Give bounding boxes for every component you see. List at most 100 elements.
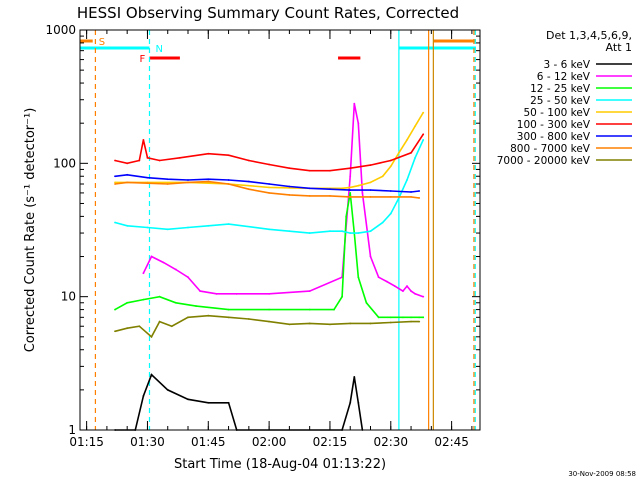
data-point-4-10 [381, 175, 384, 178]
data-point-3-12 [349, 232, 352, 234]
legend-entry-label: 25 - 50 keV [530, 95, 591, 107]
data-point-4-4 [268, 186, 271, 189]
data-point-5-18 [422, 133, 425, 136]
data-point-7-11 [329, 194, 331, 197]
data-point-5-16 [389, 159, 392, 162]
data-point-3-4 [187, 226, 189, 229]
data-point-8-16 [389, 321, 392, 324]
data-point-6-6 [227, 179, 230, 181]
data-point-7-0 [114, 183, 116, 185]
data-point-4-11 [389, 165, 392, 168]
data-point-3-18 [406, 179, 408, 181]
data-point-6-13 [369, 189, 372, 191]
flag-label-s: S [99, 37, 105, 48]
data-point-1-6 [215, 292, 218, 295]
data-point-7-9 [288, 193, 291, 196]
data-point-8-1 [126, 327, 129, 330]
data-point-3-9 [308, 232, 311, 234]
data-point-7-4 [187, 181, 189, 184]
data-point-2-16 [377, 316, 380, 319]
data-point-4-15 [422, 111, 425, 114]
data-point-0-6 [207, 401, 210, 404]
data-point-3-19 [414, 156, 417, 159]
data-point-6-9 [288, 185, 291, 188]
data-point-2-10 [341, 295, 344, 298]
data-point-1-19 [402, 290, 404, 293]
data-point-0-2 [142, 395, 145, 397]
data-point-3-0 [114, 221, 116, 224]
data-point-8-13 [329, 323, 331, 326]
data-point-4-7 [349, 186, 352, 189]
data-point-6-1 [126, 173, 129, 176]
data-point-3-14 [369, 230, 372, 233]
data-point-1-21 [410, 290, 412, 293]
data-point-6-4 [187, 179, 189, 181]
data-point-3-3 [166, 228, 169, 231]
data-point-3-1 [126, 224, 129, 227]
data-point-0-4 [166, 388, 169, 391]
data-point-2-1 [126, 301, 129, 304]
data-point-2-20 [418, 316, 421, 319]
data-point-4-0 [114, 181, 116, 184]
data-point-3-6 [227, 223, 230, 226]
data-point-6-14 [389, 190, 392, 192]
data-point-5-9 [247, 159, 250, 162]
data-point-7-3 [166, 183, 169, 185]
flags-layer: S NF [80, 37, 476, 65]
x-tick-label: 01:15 [69, 435, 104, 449]
x-axis-ticks: 01:15 01:30 01:45 02:00 02:15 02:30 02:45 [69, 30, 473, 449]
series-line-0 [115, 373, 364, 431]
data-point-7-7 [247, 188, 250, 191]
data-point-1-13 [357, 122, 360, 125]
flag-label-f: F [139, 54, 145, 65]
data-point-6-16 [418, 190, 421, 192]
data-point-5-1 [126, 162, 129, 165]
data-point-7-6 [227, 183, 230, 185]
data-point-1-5 [199, 290, 202, 293]
data-point-2-19 [410, 316, 412, 319]
legend-entry-label: 3 - 6 keV [543, 59, 590, 71]
data-point-7-12 [349, 196, 352, 198]
data-point-2-3 [158, 295, 161, 298]
legend-subtitle: Att 1 [606, 41, 632, 54]
data-point-8-11 [288, 323, 291, 326]
data-point-7-5 [207, 180, 210, 183]
y-axis-ticks: 1 10 100 1000 [45, 23, 480, 437]
data-point-3-2 [146, 226, 149, 229]
data-point-0-3 [150, 373, 153, 376]
y-axis-label: Corrected Count Rate (s⁻¹ detector⁻¹) [23, 108, 38, 353]
data-point-8-18 [418, 320, 421, 323]
data-point-8-12 [308, 322, 311, 325]
data-point-5-11 [288, 167, 291, 170]
data-point-5-0 [114, 159, 116, 162]
data-point-3-20 [422, 138, 425, 141]
data-point-1-16 [377, 276, 380, 279]
data-point-2-0 [114, 308, 116, 311]
data-point-3-13 [357, 232, 360, 234]
data-point-3-15 [381, 221, 384, 224]
data-point-6-10 [308, 187, 311, 190]
data-point-8-10 [268, 320, 271, 323]
data-point-3-16 [389, 212, 392, 215]
data-point-1-18 [393, 285, 396, 288]
data-point-0-12 [357, 401, 360, 404]
legend-title: Det 1,3,4,5,6,9, [546, 29, 632, 42]
data-point-6-7 [247, 180, 250, 183]
data-point-3-7 [268, 228, 271, 231]
data-point-7-14 [389, 196, 392, 198]
data-point-8-2 [138, 325, 141, 328]
data-point-8-3 [150, 335, 153, 338]
legend-entry-label: 800 - 7000 keV [510, 143, 591, 155]
legend-entry-label: 7000 - 20000 keV [497, 155, 591, 167]
data-point-6-3 [166, 178, 169, 181]
x-tick-label: 02:45 [434, 435, 469, 449]
data-point-7-16 [418, 197, 421, 199]
data-point-1-15 [369, 255, 372, 258]
data-point-5-6 [178, 156, 181, 159]
data-point-1-14 [361, 192, 364, 194]
data-point-2-18 [402, 316, 404, 319]
data-point-6-11 [329, 188, 331, 191]
data-point-6-5 [207, 178, 210, 181]
